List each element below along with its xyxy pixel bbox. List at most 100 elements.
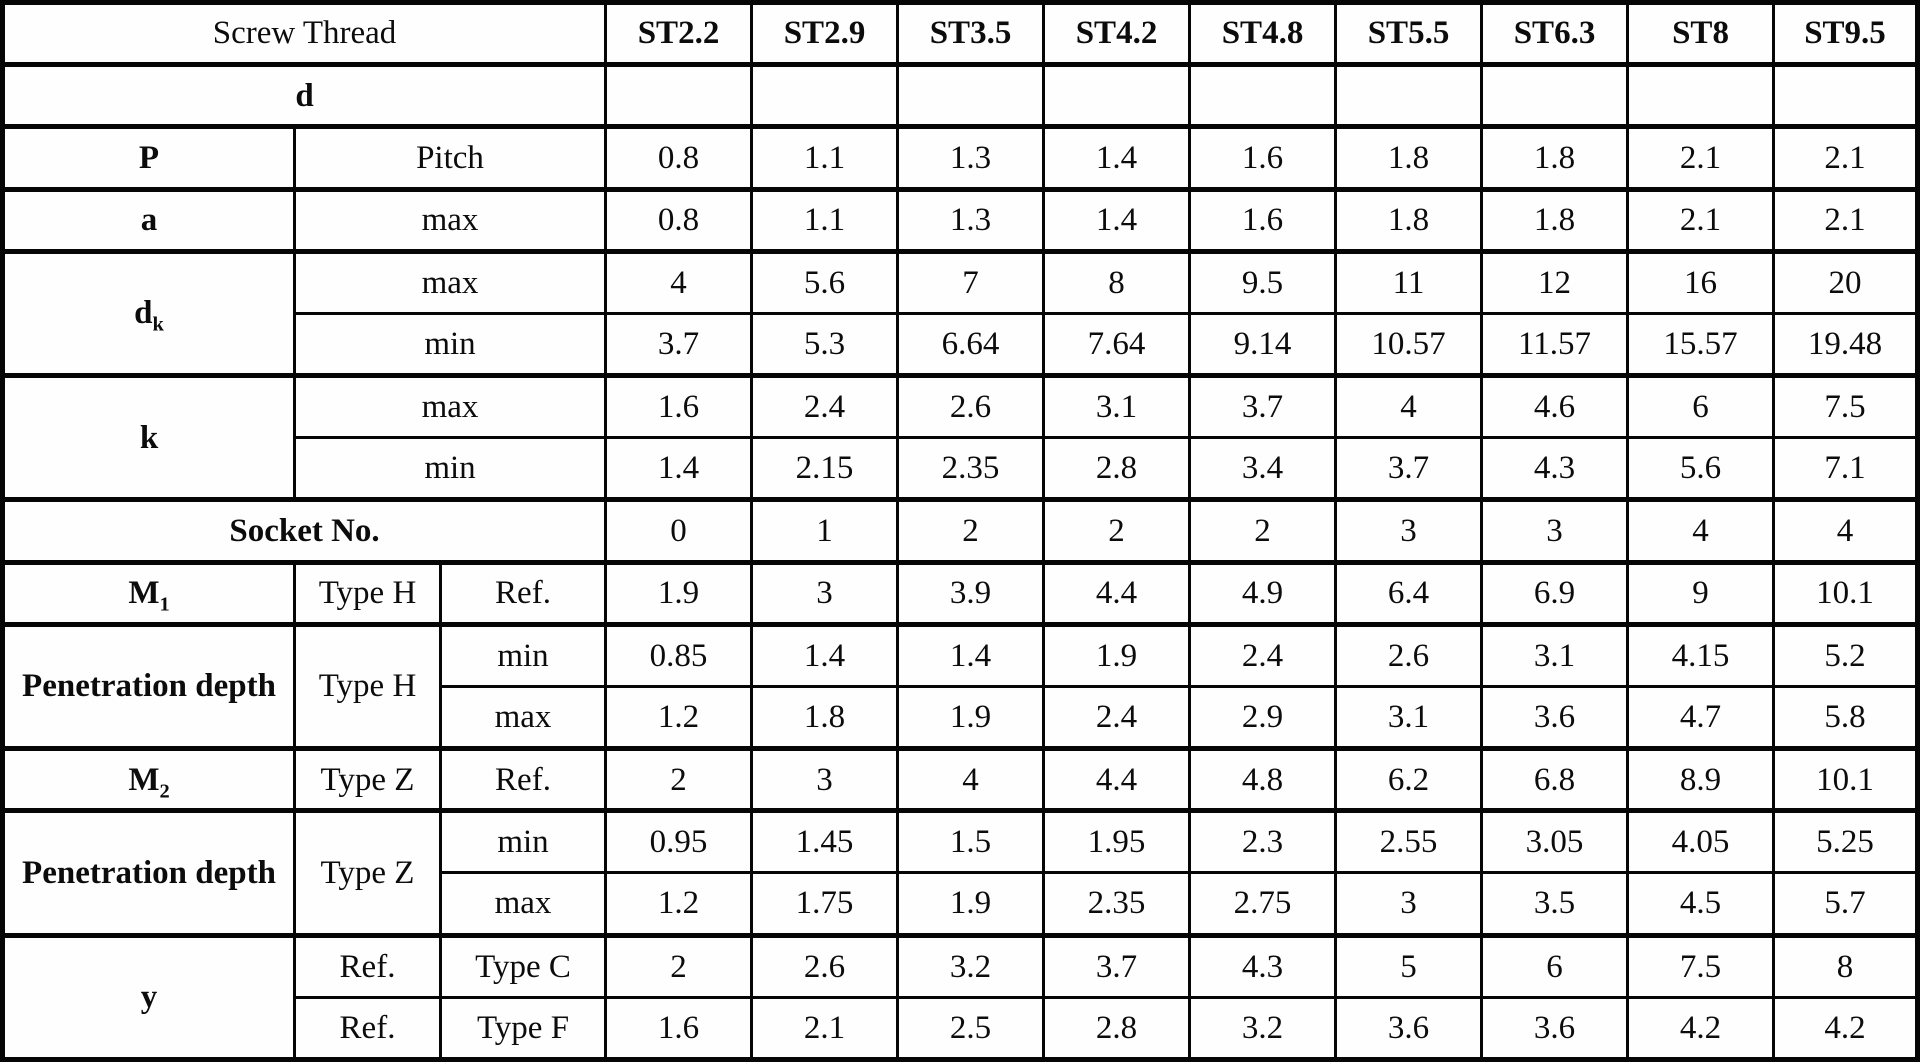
- value-cell: 10.57: [1334, 311, 1484, 378]
- row-sublabel-max: max: [292, 373, 608, 440]
- row-sublabel-min: min: [292, 436, 608, 502]
- value-cell: 1.8: [750, 684, 900, 751]
- value-cell: 1.3: [896, 186, 1046, 253]
- empty-cell: [1188, 62, 1338, 129]
- row-label-p: P: [1, 124, 296, 191]
- value-cell: 1.8: [1334, 186, 1484, 253]
- value-cell: 5: [1334, 932, 1484, 999]
- value-cell: 1.95: [1042, 808, 1192, 875]
- row-y-type-f: Ref. Type F 1.6 2.1 2.5 2.8 3.2 3.6 3.6 …: [3, 995, 1919, 1062]
- row-label-penetration-depth: Penetration depth: [1, 621, 296, 751]
- value-cell: 2.55: [1334, 808, 1484, 875]
- value-cell: 4.8: [1188, 746, 1338, 813]
- row-socket: Socket No. 0 1 2 2 2 3 3 4 4: [0, 497, 1919, 564]
- column-header-st4-2: ST4.2: [1042, 0, 1192, 67]
- value-cell: 4.4: [1042, 559, 1192, 626]
- row-pen-z-min: Penetration depth Type Z min 0.95 1.45 1…: [1, 808, 1919, 937]
- row-m1: M1 Type H Ref. 1.9 3 3.9 4.4 4.9 6.4 6.9…: [1, 559, 1919, 626]
- value-cell: 15.57: [1626, 311, 1776, 378]
- value-cell: 5.25: [1772, 808, 1919, 875]
- value-cell: 2.35: [896, 436, 1046, 502]
- row-label-k: k: [1, 373, 296, 502]
- column-header-st5-5: ST5.5: [1334, 0, 1484, 67]
- row-sublabel-min: min: [438, 808, 608, 875]
- value-cell: 2.15: [750, 436, 900, 502]
- row-label-dk: dk: [1, 248, 296, 378]
- value-cell: 2.6: [750, 932, 900, 999]
- value-cell: 1.8: [1480, 124, 1630, 191]
- value-cell: 1.6: [604, 995, 754, 1062]
- value-cell: 1.1: [750, 186, 900, 253]
- value-cell: 2.1: [1626, 124, 1776, 191]
- value-cell: 11.57: [1480, 311, 1630, 378]
- row-sublabel-type-z: Type Z: [293, 808, 442, 937]
- value-cell: 2: [604, 746, 754, 813]
- value-cell: 2.4: [1042, 684, 1192, 751]
- value-cell: 2: [896, 497, 1046, 564]
- value-cell: 2.6: [896, 373, 1046, 440]
- row-sublabel-max: max: [438, 684, 608, 751]
- value-cell: 4.9: [1188, 559, 1338, 626]
- value-cell: 2.1: [1772, 186, 1919, 253]
- header-row: Screw Thread ST2.2 ST2.9 ST3.5 ST4.2 ST4…: [0, 0, 1919, 67]
- empty-cell: [1334, 62, 1484, 129]
- value-cell: 4.4: [1042, 746, 1192, 813]
- value-cell: 0.8: [604, 124, 754, 191]
- value-cell: 3.5: [1480, 871, 1630, 937]
- value-cell: 3.1: [1334, 684, 1484, 751]
- value-cell: 3.05: [1480, 808, 1630, 875]
- value-cell: 1.6: [1188, 124, 1338, 191]
- value-cell: 6.8: [1480, 746, 1630, 813]
- value-cell: 8: [1042, 248, 1192, 315]
- column-header-st3-5: ST3.5: [896, 0, 1046, 67]
- value-cell: 1.5: [896, 808, 1046, 875]
- value-cell: 3.7: [1334, 436, 1484, 502]
- value-cell: 2.6: [1334, 621, 1484, 688]
- value-cell: 10.1: [1772, 559, 1919, 626]
- row-pen-h-min: Penetration depth Type H min 0.85 1.4 1.…: [1, 621, 1919, 751]
- value-cell: 4.3: [1480, 436, 1630, 502]
- value-cell: 4.7: [1626, 684, 1776, 751]
- empty-cell: [604, 62, 754, 129]
- value-cell: 4.6: [1480, 373, 1630, 440]
- value-cell: 0.95: [604, 808, 754, 875]
- row-sublabel-pitch: Pitch: [292, 124, 608, 191]
- row-a: a max 0.8 1.1 1.3 1.4 1.6 1.8 1.8 2.1 2.…: [1, 186, 1919, 253]
- value-cell: 2.9: [1188, 684, 1338, 751]
- column-header-st8: ST8: [1626, 0, 1776, 67]
- column-header-st2-2: ST2.2: [604, 0, 754, 67]
- value-cell: 2.8: [1042, 995, 1192, 1062]
- row-dk-min: min 3.7 5.3 6.64 7.64 9.14 10.57 11.57 1…: [3, 311, 1919, 378]
- value-cell: 2.1: [1772, 124, 1919, 191]
- row-sublabel-type-f: Type F: [438, 995, 608, 1062]
- value-cell: 5.2: [1772, 621, 1919, 688]
- empty-cell: [1042, 62, 1192, 129]
- value-cell: 5.3: [750, 311, 900, 378]
- column-header-st2-9: ST2.9: [750, 0, 900, 67]
- empty-cell: [750, 62, 900, 129]
- value-cell: 8: [1772, 932, 1919, 999]
- row-pen-h-max: max 1.2 1.8 1.9 2.4 2.9 3.1 3.6 4.7 5.8: [3, 684, 1919, 751]
- row-pitch: P Pitch 0.8 1.1 1.3 1.4 1.6 1.8 1.8 2.1 …: [1, 124, 1919, 191]
- row-sublabel-max: max: [438, 871, 608, 937]
- value-cell: 1.6: [1188, 186, 1338, 253]
- value-cell: 12: [1480, 248, 1630, 315]
- value-cell: 3.6: [1334, 995, 1484, 1062]
- value-cell: 2.3: [1188, 808, 1338, 875]
- value-cell: 1.4: [1042, 186, 1192, 253]
- value-cell: 7.5: [1772, 373, 1919, 440]
- value-cell: 6: [1480, 932, 1630, 999]
- value-cell: 3.9: [896, 559, 1046, 626]
- row-pen-z-max: max 1.2 1.75 1.9 2.35 2.75 3 3.5 4.5 5.7: [3, 871, 1919, 937]
- value-cell: 19.48: [1772, 311, 1919, 378]
- row-sublabel-type-h: Type H: [293, 621, 442, 751]
- value-cell: 1.45: [750, 808, 900, 875]
- value-cell: 3: [750, 746, 900, 813]
- empty-cell: [896, 62, 1046, 129]
- value-cell: 1.8: [1480, 186, 1630, 253]
- value-cell: 7.1: [1772, 436, 1919, 502]
- value-cell: 4: [604, 248, 754, 315]
- value-cell: 3.2: [1188, 995, 1338, 1062]
- value-cell: 2.1: [1626, 186, 1776, 253]
- value-cell: 9.5: [1188, 248, 1338, 315]
